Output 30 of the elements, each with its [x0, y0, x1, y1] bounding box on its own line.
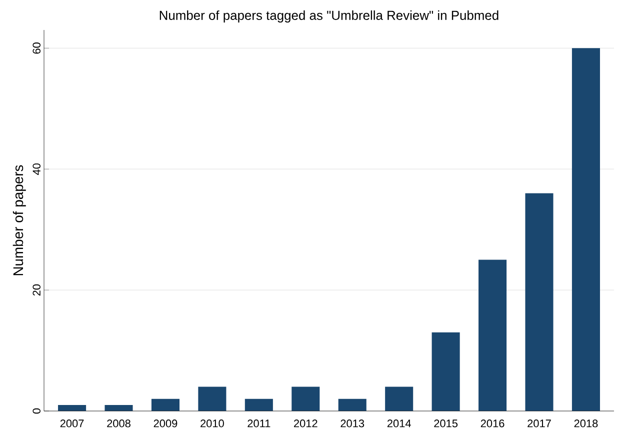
bar: [151, 398, 180, 411]
y-tick-label: 40: [32, 163, 40, 175]
bar: [525, 193, 554, 411]
x-tick-label: 2013: [340, 420, 364, 428]
x-tick-label: 2007: [60, 420, 84, 428]
x-tick-label: 2010: [200, 420, 224, 428]
bar: [58, 404, 86, 411]
x-tick-label: 2016: [480, 420, 504, 428]
bar: [198, 386, 226, 411]
chart-title: Number of papers tagged as "Umbrella Review" in Pubmed: [160, 10, 498, 22]
x-tick-label: 2008: [107, 420, 130, 428]
bar: [478, 260, 507, 411]
y-axis-title: Number of papers: [12, 165, 26, 276]
y-tick-label: 60: [32, 42, 40, 54]
x-tick-label: 2018: [574, 420, 598, 428]
x-tick-label: 2011: [248, 420, 270, 428]
x-tick-label: 2015: [434, 420, 458, 428]
x-tick-label: 2017: [528, 420, 551, 428]
bar: [432, 332, 460, 411]
bar: [572, 48, 600, 411]
bar: [338, 398, 366, 411]
y-tick-label: 20: [32, 284, 40, 296]
bar: [104, 404, 133, 411]
bar: [292, 386, 320, 411]
x-tick-label: 2009: [154, 420, 178, 428]
y-tick-label: 0: [32, 408, 40, 414]
bar: [244, 398, 273, 411]
x-tick-label: 2012: [294, 420, 318, 428]
x-tick-label: 2014: [387, 420, 411, 428]
bar: [385, 386, 414, 411]
